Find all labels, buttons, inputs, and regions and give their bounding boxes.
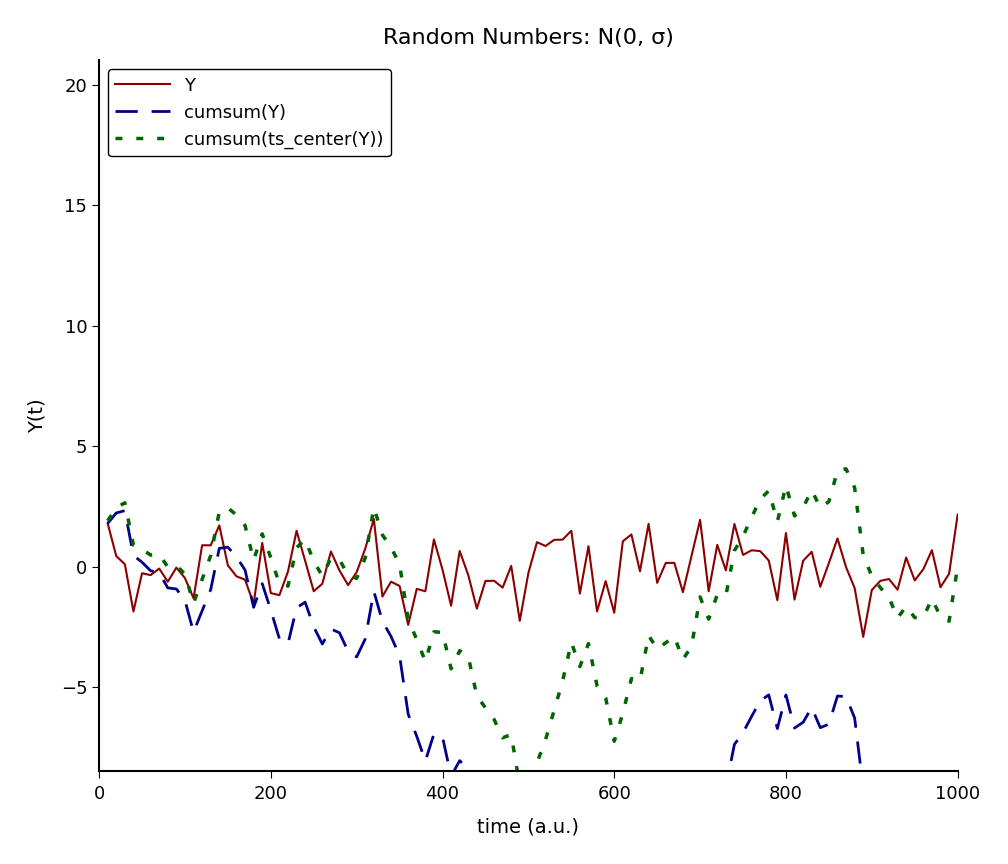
Y	[608, 607, 620, 618]
Y	[102, 518, 114, 529]
cumsum(Y)	[926, 848, 938, 858]
cumsum(ts_center(Y))	[299, 534, 311, 544]
cumsum(ts_center(Y))	[617, 708, 629, 719]
cumsum(ts_center(Y))	[102, 516, 114, 526]
Y	[952, 510, 964, 520]
cumsum(ts_center(Y))	[548, 705, 560, 715]
cumsum(Y)	[102, 518, 114, 529]
cumsum(Y)	[625, 835, 637, 846]
cumsum(Y)	[900, 848, 912, 858]
X-axis label: time (a.u.): time (a.u.)	[478, 817, 580, 836]
cumsum(ts_center(Y))	[840, 464, 852, 474]
cumsum(ts_center(Y))	[522, 785, 534, 795]
cumsum(ts_center(Y))	[952, 562, 964, 572]
cumsum(Y)	[119, 505, 131, 516]
Y	[891, 585, 903, 595]
Line: Y: Y	[108, 515, 958, 637]
cumsum(Y)	[556, 817, 569, 828]
Y	[539, 541, 551, 551]
cumsum(ts_center(Y))	[265, 553, 277, 563]
Line: cumsum(ts_center(Y)): cumsum(ts_center(Y))	[108, 469, 958, 790]
cumsum(Y)	[273, 633, 285, 644]
cumsum(Y)	[952, 823, 964, 834]
cumsum(Y)	[307, 622, 320, 632]
Y	[917, 564, 929, 575]
Y	[299, 556, 311, 566]
cumsum(ts_center(Y))	[926, 594, 938, 604]
cumsum(ts_center(Y))	[900, 601, 912, 612]
Title: Random Numbers: N(0, σ): Random Numbers: N(0, σ)	[383, 28, 673, 48]
Legend: Y, cumsum(Y), cumsum(ts_center(Y)): Y, cumsum(Y), cumsum(ts_center(Y))	[108, 69, 391, 156]
Y	[265, 588, 277, 598]
Y	[857, 632, 869, 642]
Y-axis label: Y(t): Y(t)	[28, 398, 46, 433]
Line: cumsum(Y): cumsum(Y)	[108, 511, 958, 864]
